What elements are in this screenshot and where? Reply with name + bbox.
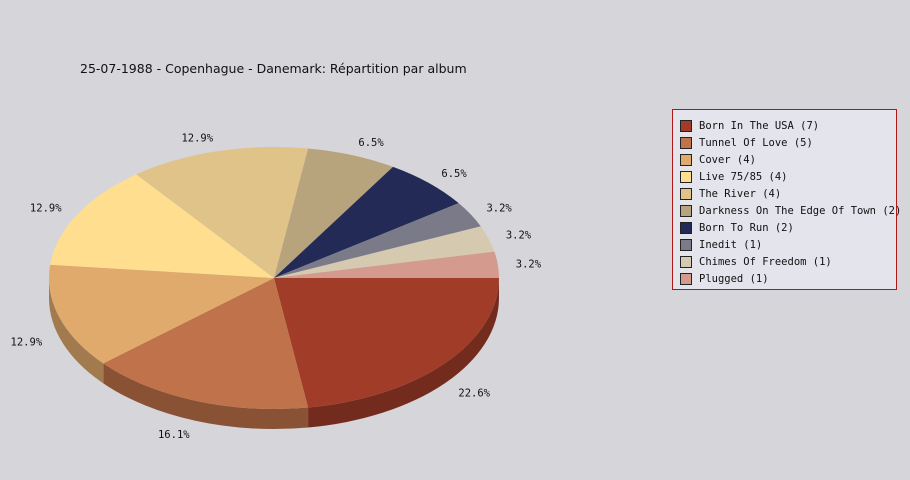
legend-label-5: The River (4) [699, 187, 782, 200]
legend-item-1: Born In The USA (7) [680, 117, 896, 134]
pie-label-4: 12.9% [30, 203, 62, 215]
legend-item-6: Darkness On The Edge Of Town (2) [680, 202, 901, 219]
legend-item-5: The River (4) [680, 185, 896, 202]
chart-legend: Born In The USA (7) Tunnel Of Love (5) Cov… [672, 109, 901, 290]
legend-item-9: Chimes Of Freedom (1) [680, 253, 896, 270]
pie-slice-6 [274, 148, 394, 278]
pie-side-1 [308, 278, 499, 428]
legend-label-3: Cover (4) [699, 153, 756, 166]
pie-slice-5 [136, 147, 309, 278]
pie-label-6: 6.5% [358, 137, 384, 149]
legend-label-10: Plugged (1) [699, 272, 769, 285]
pie-slice-8 [274, 203, 481, 278]
legend-swatch-8 [680, 238, 692, 251]
pie-label-10: 3.2% [516, 258, 542, 270]
pie-slice-7 [274, 166, 459, 278]
legend-label-6: Darkness On The Edge Of Town (2) [699, 204, 902, 217]
pie-slice-3 [48, 264, 274, 364]
pie-slice-1 [274, 278, 499, 408]
legend-label-4: Live 75/85 (4) [699, 170, 788, 183]
legend-swatch-7 [680, 221, 692, 234]
legend-swatch-3 [680, 153, 692, 166]
legend-label-2: Tunnel Of Love (5) [699, 136, 813, 149]
legend-label-7: Born To Run (2) [699, 221, 794, 234]
pie-label-9: 3.2% [506, 230, 532, 242]
legend-item-4: Live 75/85 (4) [680, 168, 896, 185]
pie-label-2: 16.1% [158, 429, 190, 441]
pie-label-1: 22.6% [458, 387, 490, 399]
pie-slice-9 [274, 226, 495, 278]
pie-side-2 [103, 363, 309, 430]
legend-swatch-6 [680, 204, 692, 217]
legend-item-7: Born To Run (2) [680, 219, 896, 236]
legend-label-8: Inedit (1) [699, 238, 763, 251]
legend-swatch-9 [680, 255, 692, 268]
pie-slice-2 [103, 278, 309, 409]
legend-item-10: Plugged (1) [680, 270, 896, 287]
legend-swatch-5 [680, 187, 692, 200]
chart-title: 25-07-1988 - Copenhague - Danemark: Répa… [80, 61, 467, 76]
legend-swatch-2 [680, 136, 692, 149]
pie-label-5: 12.9% [181, 133, 213, 145]
legend-item-3: Cover (4) [680, 151, 896, 168]
legend-label-1: Born In The USA (7) [699, 119, 820, 132]
legend-swatch-1 [680, 119, 692, 132]
pie-label-7: 6.5% [441, 168, 467, 180]
legend-item-8: Inedit (1) [680, 236, 896, 253]
pie-label-8: 3.2% [486, 203, 512, 215]
legend-label-9: Chimes Of Freedom (1) [699, 255, 832, 268]
pie-label-3: 12.9% [11, 336, 43, 348]
pie-slice-4 [50, 174, 274, 278]
legend-swatch-10 [680, 272, 692, 285]
pie-side-3 [49, 278, 104, 384]
pie-slice-10 [274, 251, 499, 278]
legend-item-2: Tunnel Of Love (5) [680, 134, 896, 151]
legend-swatch-4 [680, 170, 692, 183]
